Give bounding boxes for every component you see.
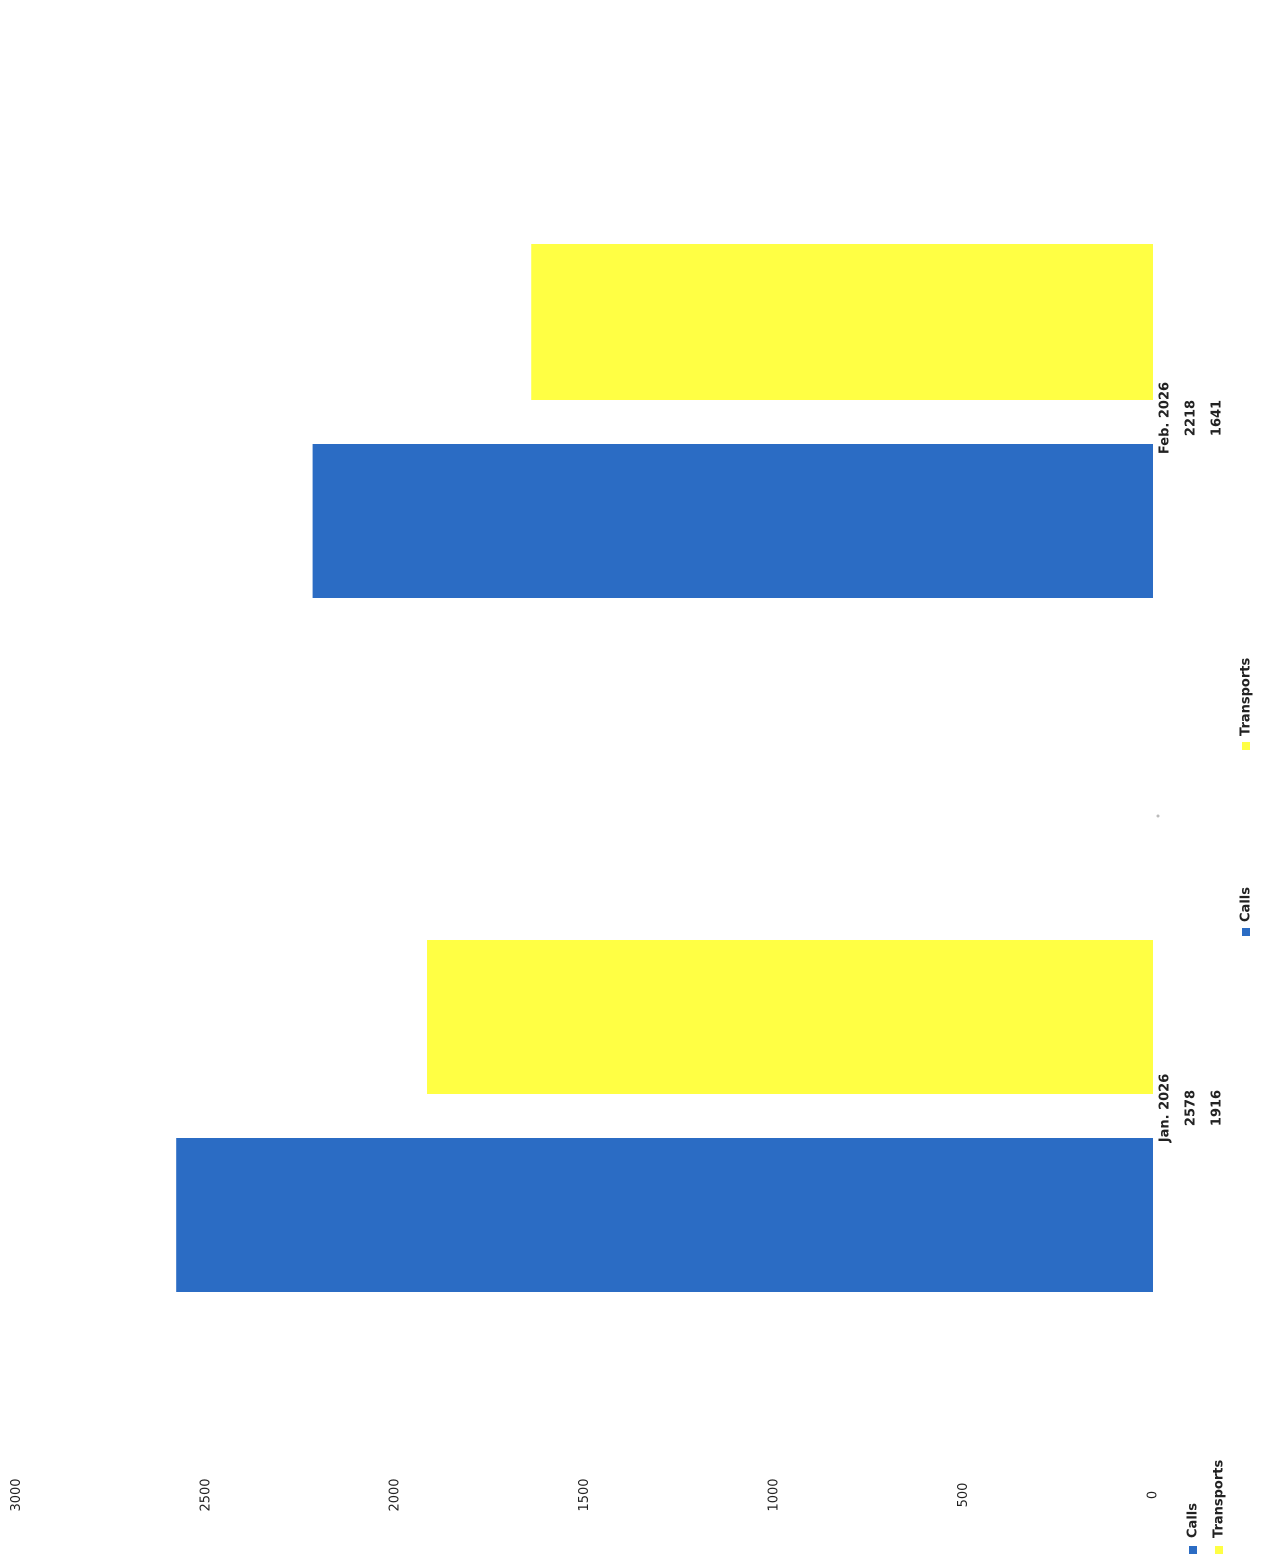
stray-dot [1156, 814, 1160, 818]
bar-calls-1 [176, 1138, 1153, 1292]
legend-center-label-calls: Calls [1239, 887, 1254, 922]
tick-label-1000: 1000 [767, 1478, 782, 1511]
data-label-calls-1: 2578 [1184, 1090, 1199, 1126]
legend-swatch-transports [1215, 1546, 1223, 1554]
data-label-transports-1: 1916 [1210, 1090, 1225, 1126]
value-axis-ticks: 0 500 1000 1500 2000 2500 3000 [9, 1478, 1161, 1511]
bar-calls-2 [312, 444, 1153, 598]
tick-label-2000: 2000 [388, 1478, 403, 1511]
bar-transports-2 [531, 244, 1153, 400]
legend-center: Calls Transports [1239, 658, 1254, 936]
legend-swatch-calls [1189, 1546, 1197, 1554]
tick-label-3000: 3000 [9, 1478, 24, 1511]
legend-center-swatch-transports [1242, 742, 1250, 750]
legend-label-calls: Calls [1186, 1503, 1201, 1538]
legend-bottom-left: Calls Transports [1186, 1460, 1227, 1554]
bars [176, 244, 1153, 1292]
tick-label-0: 0 [1146, 1491, 1161, 1499]
legend-label-transports: Transports [1212, 1460, 1227, 1538]
data-label-transports-2: 1641 [1210, 400, 1225, 436]
data-label-calls-2: 2218 [1184, 400, 1199, 436]
category-label-1: Jan. 2026 [1158, 1074, 1173, 1144]
bar-transports-1 [427, 940, 1153, 1094]
legend-center-label-transports: Transports [1239, 658, 1254, 736]
legend-center-swatch-calls [1242, 928, 1250, 936]
category-labels: Jan. 2026 2578 1916 Feb. 2026 2218 1641 [1158, 382, 1225, 1143]
tick-label-500: 500 [956, 1483, 971, 1508]
tick-label-2500: 2500 [198, 1478, 213, 1511]
category-label-2: Feb. 2026 [1158, 382, 1173, 454]
tick-label-1500: 1500 [577, 1478, 592, 1511]
